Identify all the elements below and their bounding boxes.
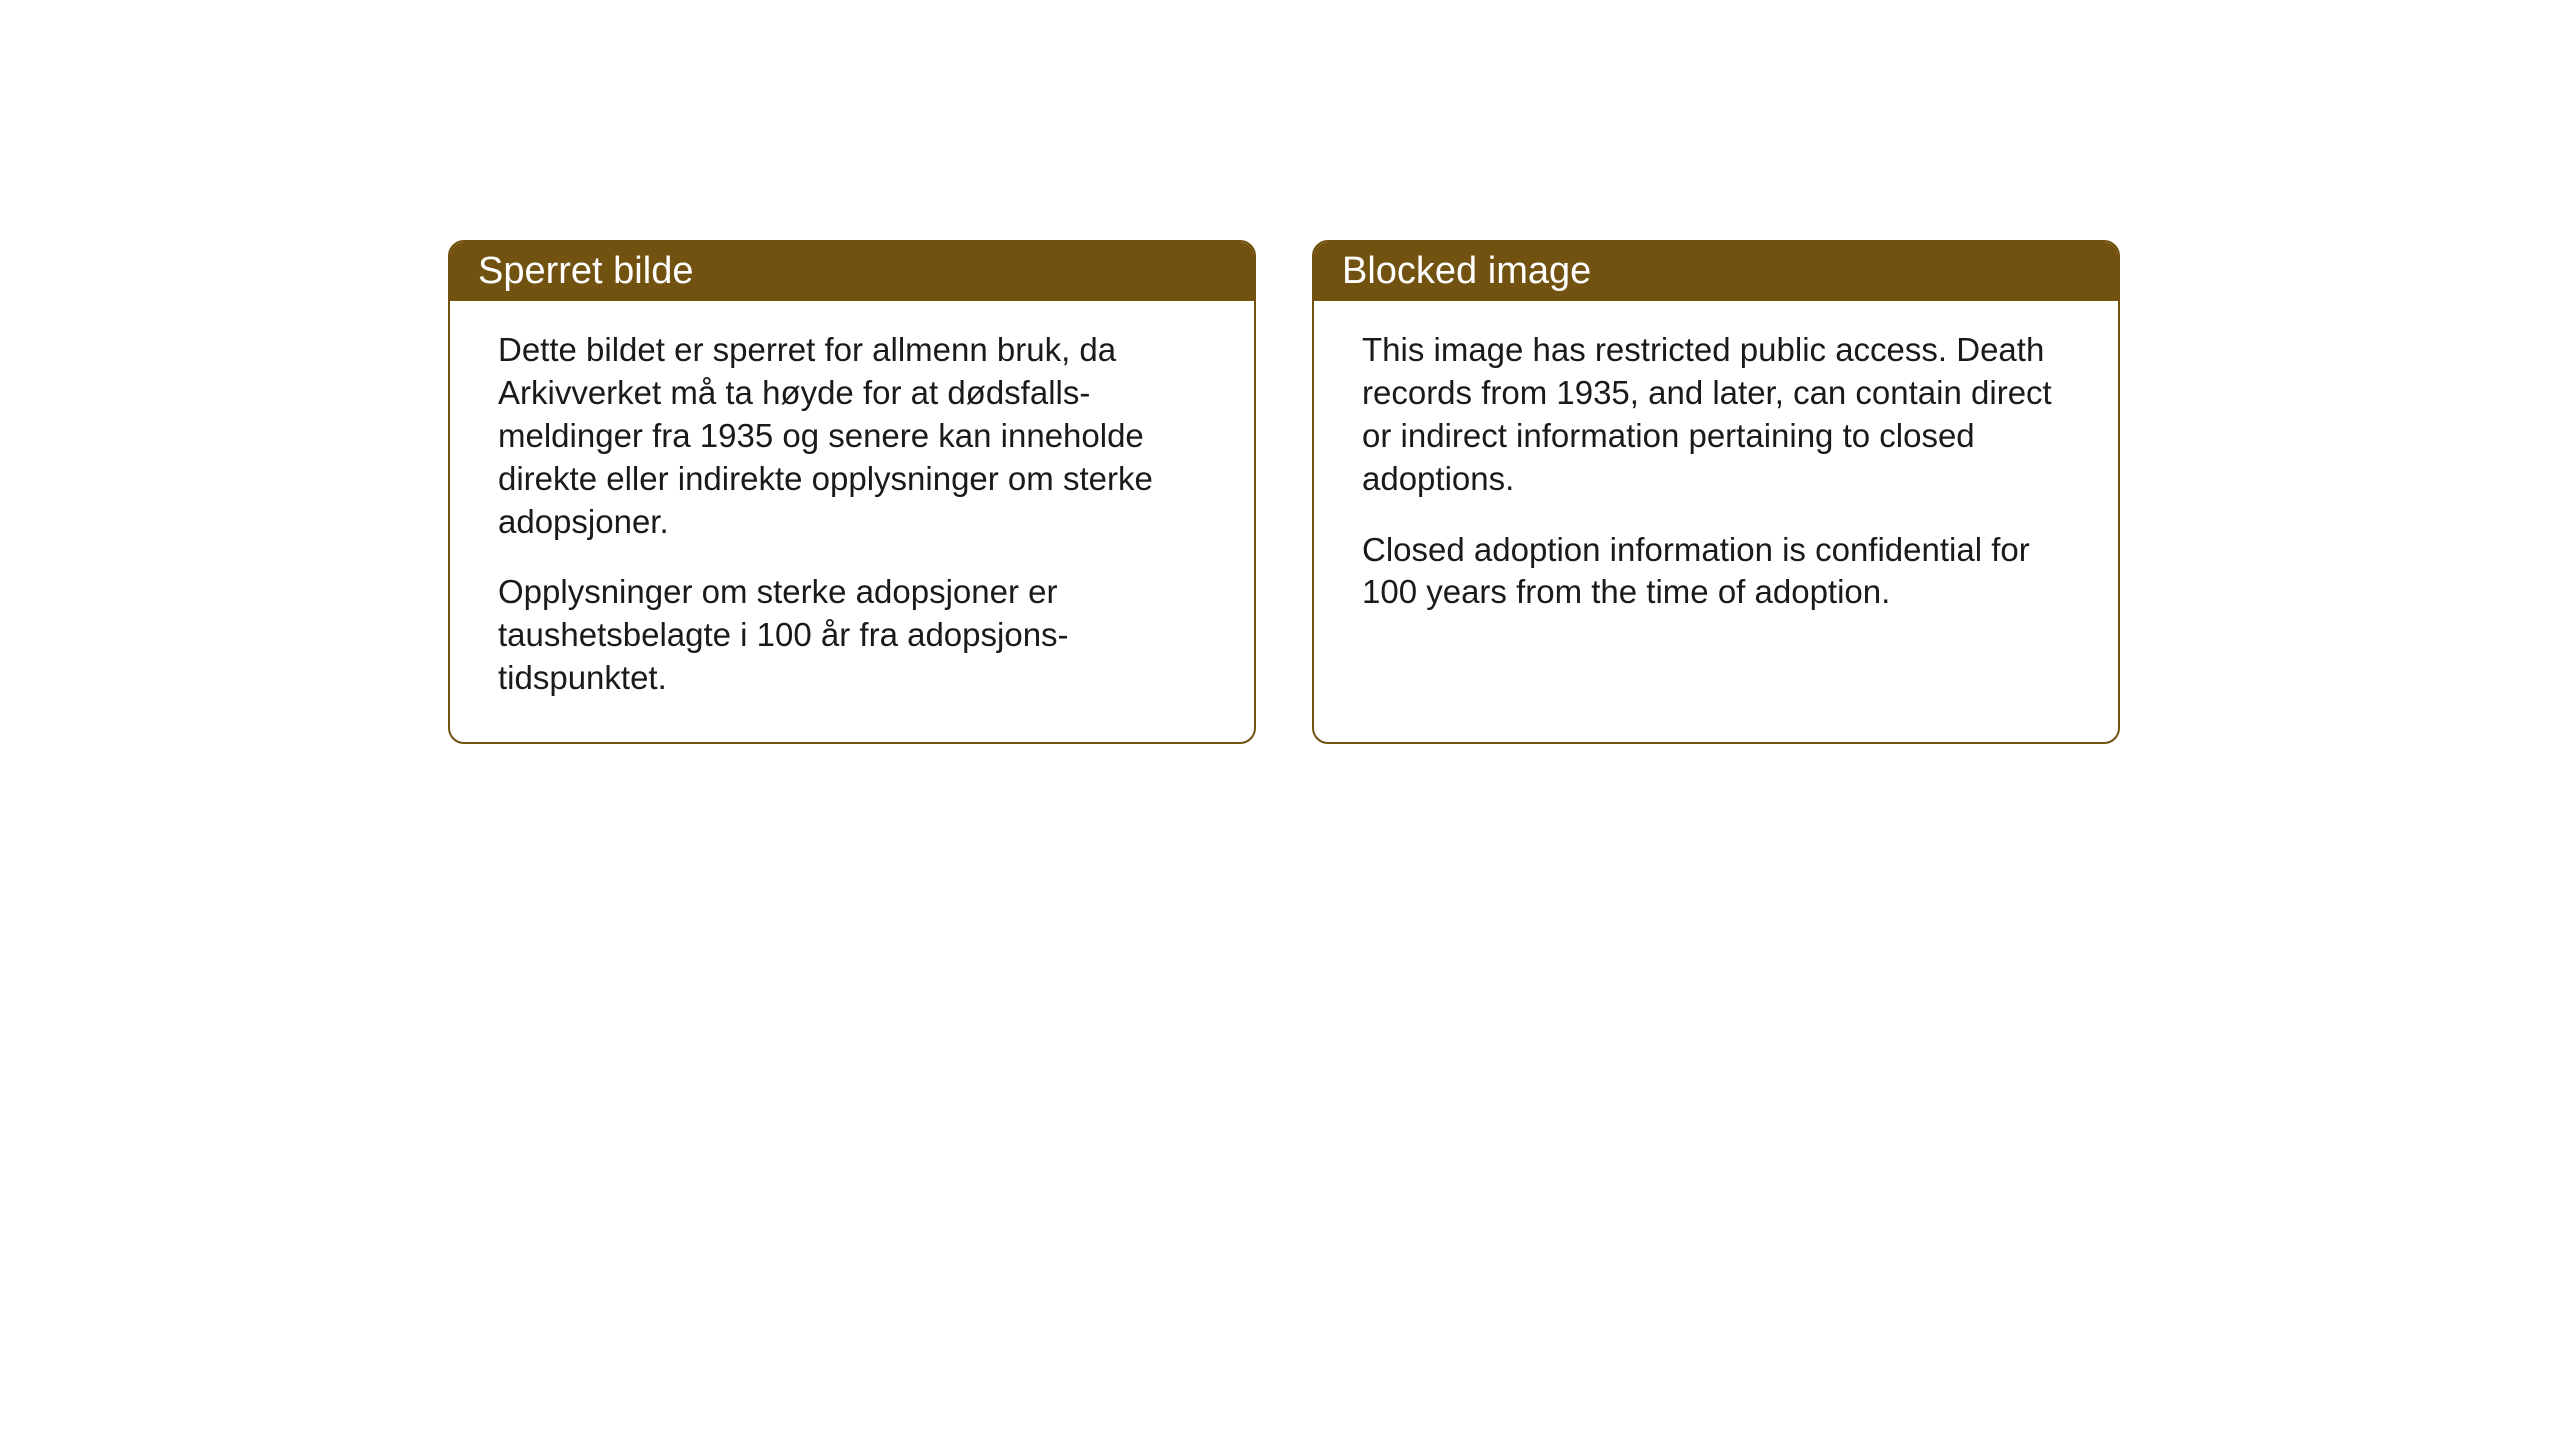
norwegian-card-title: Sperret bilde [450,242,1254,301]
english-paragraph-2: Closed adoption information is confident… [1362,529,2070,615]
notice-cards-container: Sperret bilde Dette bildet er sperret fo… [448,240,2120,744]
norwegian-notice-card: Sperret bilde Dette bildet er sperret fo… [448,240,1256,744]
norwegian-paragraph-2: Opplysninger om sterke adopsjoner er tau… [498,571,1206,700]
english-card-body: This image has restricted public access.… [1314,301,2118,656]
english-paragraph-1: This image has restricted public access.… [1362,329,2070,501]
english-notice-card: Blocked image This image has restricted … [1312,240,2120,744]
english-card-title: Blocked image [1314,242,2118,301]
norwegian-card-body: Dette bildet er sperret for allmenn bruk… [450,301,1254,742]
norwegian-paragraph-1: Dette bildet er sperret for allmenn bruk… [498,329,1206,543]
